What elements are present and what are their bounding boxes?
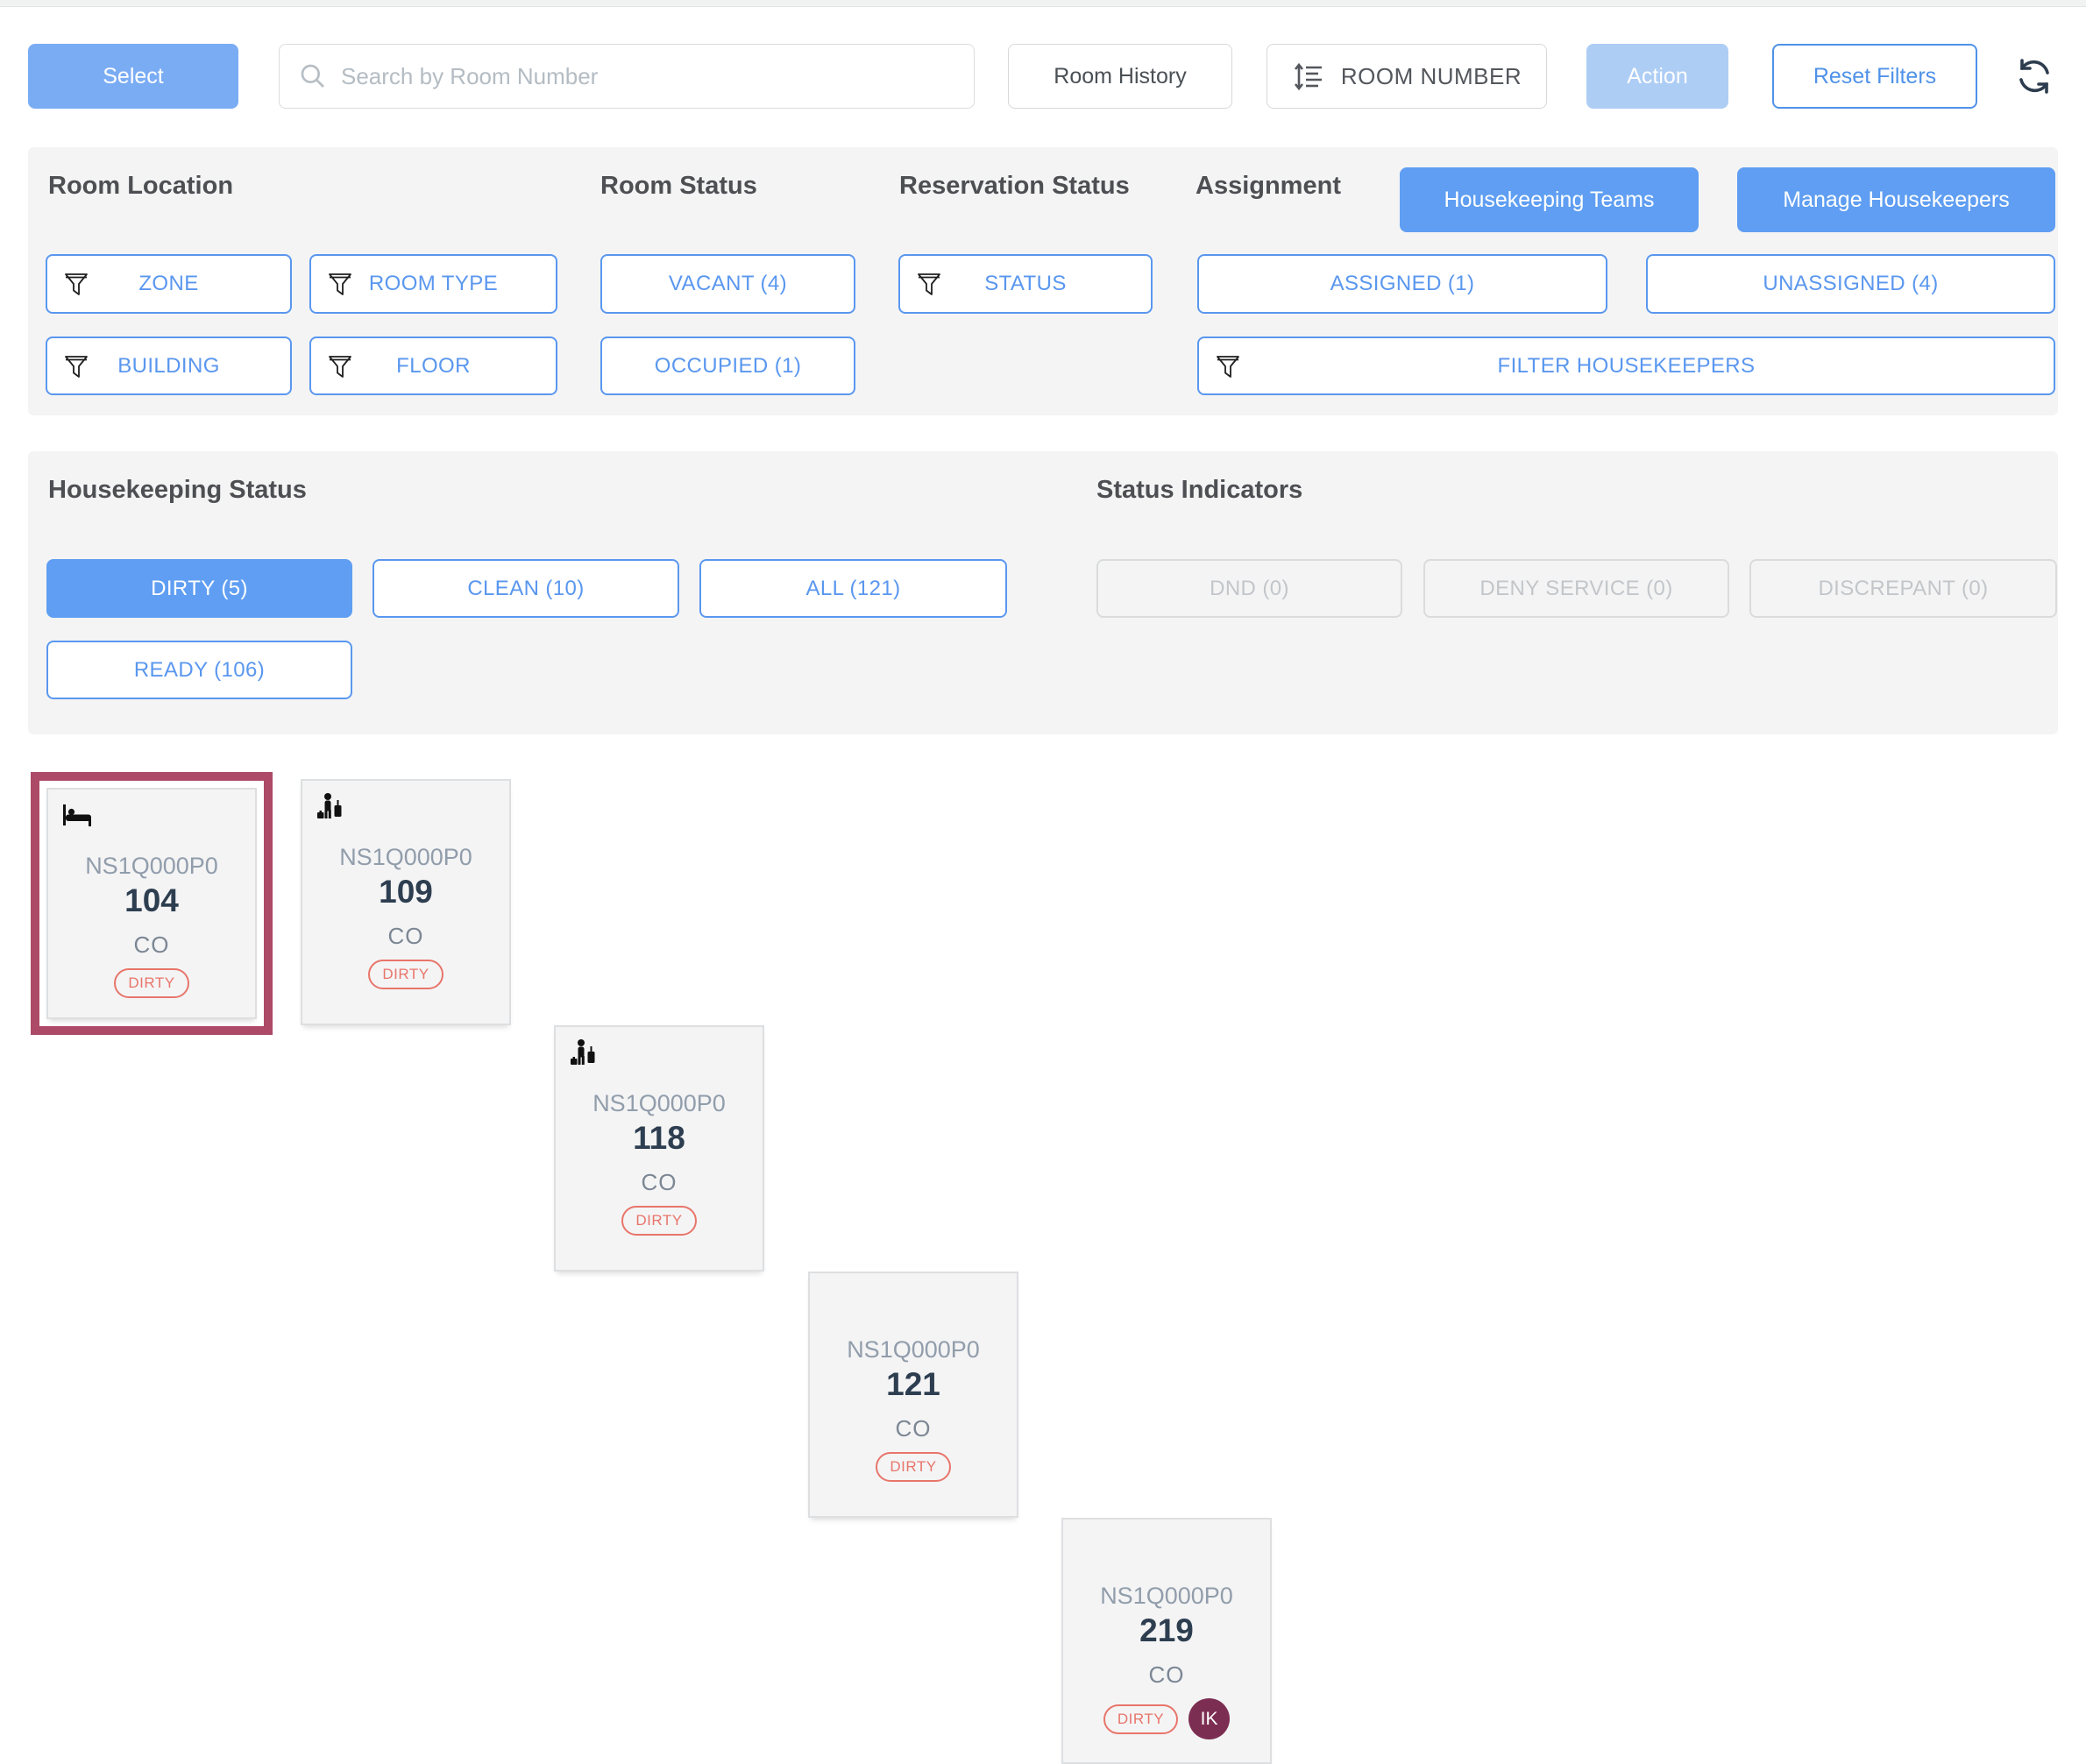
filter-funnel-icon — [63, 271, 89, 297]
housekeeping-status-badge: DIRTY — [1103, 1704, 1179, 1734]
zone-filter-label: ZONE — [138, 272, 199, 295]
floor-filter-button[interactable]: FLOOR — [309, 337, 557, 395]
clean-filter-button[interactable]: CLEAN (10) — [372, 559, 679, 618]
discrepant-filter-button[interactable]: DISCREPANT (0) — [1749, 559, 2057, 618]
zone-filter-button[interactable]: ZONE — [46, 254, 292, 314]
vacant-filter-label: VACANT (4) — [668, 272, 788, 295]
filter-funnel-icon — [327, 353, 353, 379]
room-card[interactable]: NS1Q000P0 118 CO DIRTY — [554, 1025, 764, 1272]
deny-service-filter-button[interactable]: DENY SERVICE (0) — [1423, 559, 1729, 618]
room-number: 121 — [886, 1366, 940, 1402]
reset-filters-button[interactable]: Reset Filters — [1772, 44, 1977, 109]
reservation-status-code: CO — [133, 932, 170, 958]
room-type-code: NS1Q000P0 — [847, 1336, 980, 1363]
room-number: 104 — [124, 882, 179, 918]
reservation-status-filter-button[interactable]: STATUS — [898, 254, 1153, 314]
room-type-filter-label: ROOM TYPE — [368, 272, 499, 295]
unassigned-filter-label: UNASSIGNED (4) — [1763, 272, 1939, 295]
room-card-selection-highlight: NS1Q000P0 104 CO DIRTY — [31, 772, 273, 1035]
ready-filter-button[interactable]: READY (106) — [46, 641, 352, 699]
reservation-status-code: CO — [641, 1169, 678, 1195]
room-number: 109 — [379, 874, 433, 910]
room-filters-panel: Room Location Room Status Reservation St… — [28, 147, 2058, 415]
sort-button-label: ROOM NUMBER — [1340, 62, 1522, 89]
assigned-filter-button[interactable]: ASSIGNED (1) — [1197, 254, 1607, 314]
bed-stayover-icon — [60, 800, 96, 836]
deny-service-filter-label: DENY SERVICE (0) — [1479, 576, 1673, 600]
room-card[interactable]: NS1Q000P0 219 CO DIRTY IK — [1061, 1518, 1272, 1764]
sort-button[interactable]: ROOM NUMBER — [1266, 44, 1547, 109]
room-number: 118 — [633, 1120, 685, 1156]
dirty-filter-button[interactable]: DIRTY (5) — [46, 559, 352, 618]
housekeeping-status-badge: DIRTY — [621, 1206, 697, 1236]
sort-order-icon — [1292, 60, 1325, 93]
room-number: 219 — [1139, 1612, 1194, 1648]
search-icon — [299, 62, 327, 90]
assigned-filter-label: ASSIGNED (1) — [1330, 272, 1475, 295]
dnd-filter-button[interactable]: DND (0) — [1096, 559, 1402, 618]
room-card[interactable]: NS1Q000P0 104 CO DIRTY — [46, 788, 257, 1019]
housekeeping-status-title: Housekeeping Status — [48, 476, 307, 504]
discrepant-filter-label: DISCREPANT (0) — [1818, 576, 1989, 600]
all-filter-button[interactable]: ALL (121) — [699, 559, 1007, 618]
clean-filter-label: CLEAN (10) — [467, 576, 585, 600]
top-divider — [0, 0, 2086, 7]
guest-departure-icon — [315, 791, 348, 829]
reservation-status-filter-label: STATUS — [984, 272, 1067, 295]
action-button[interactable]: Action — [1586, 44, 1728, 109]
guest-departure-icon — [568, 1038, 601, 1075]
reservation-status-title: Reservation Status — [899, 172, 1130, 200]
housekeeper-avatar[interactable]: IK — [1188, 1698, 1231, 1739]
search-box — [279, 44, 975, 109]
building-filter-button[interactable]: BUILDING — [46, 337, 292, 395]
manage-housekeepers-button[interactable]: Manage Housekeepers — [1737, 167, 2055, 232]
filter-funnel-icon — [327, 271, 353, 297]
room-type-code: NS1Q000P0 — [1100, 1583, 1233, 1609]
room-location-title: Room Location — [48, 172, 234, 200]
status-filters-panel: Housekeeping Status Status Indicators DI… — [28, 451, 2058, 734]
building-filter-label: BUILDING — [117, 353, 220, 378]
floor-filter-label: FLOOR — [396, 353, 471, 378]
status-indicators-title: Status Indicators — [1096, 476, 1303, 504]
room-type-code: NS1Q000P0 — [592, 1090, 726, 1116]
filter-funnel-icon — [63, 353, 89, 379]
search-input[interactable] — [341, 62, 954, 90]
assignment-title: Assignment — [1196, 172, 1341, 200]
housekeeping-teams-button[interactable]: Housekeeping Teams — [1400, 167, 1699, 232]
unassigned-filter-button[interactable]: UNASSIGNED (4) — [1646, 254, 2055, 314]
reservation-status-code: CO — [387, 923, 424, 949]
reservation-status-code: CO — [895, 1415, 932, 1442]
dnd-filter-label: DND (0) — [1210, 576, 1289, 600]
dirty-filter-label: DIRTY (5) — [151, 576, 248, 600]
vacant-filter-button[interactable]: VACANT (4) — [600, 254, 855, 314]
room-history-button[interactable]: Room History — [1008, 44, 1232, 109]
room-type-code: NS1Q000P0 — [85, 853, 218, 879]
reservation-status-code: CO — [1148, 1661, 1185, 1688]
filter-funnel-icon — [916, 271, 942, 297]
room-type-filter-button[interactable]: ROOM TYPE — [309, 254, 557, 314]
housekeeping-status-badge: DIRTY — [368, 960, 443, 989]
filter-housekeepers-button[interactable]: FILTER HOUSEKEEPERS — [1197, 337, 2055, 395]
room-status-title: Room Status — [600, 172, 757, 200]
room-card[interactable]: NS1Q000P0 109 CO DIRTY — [301, 779, 511, 1025]
filter-funnel-icon — [1215, 353, 1241, 379]
refresh-icon[interactable] — [2012, 54, 2056, 103]
occupied-filter-label: OCCUPIED (1) — [654, 353, 802, 378]
room-type-code: NS1Q000P0 — [339, 844, 472, 870]
select-button[interactable]: Select — [28, 44, 238, 109]
housekeeping-status-badge: DIRTY — [876, 1452, 951, 1482]
filter-housekeepers-label: FILTER HOUSEKEEPERS — [1497, 353, 1756, 378]
all-filter-label: ALL (121) — [805, 576, 901, 600]
ready-filter-label: READY (106) — [133, 657, 266, 682]
room-card[interactable]: NS1Q000P0 121 CO DIRTY — [808, 1272, 1018, 1518]
housekeeping-status-badge: DIRTY — [114, 968, 189, 998]
occupied-filter-button[interactable]: OCCUPIED (1) — [600, 337, 855, 395]
